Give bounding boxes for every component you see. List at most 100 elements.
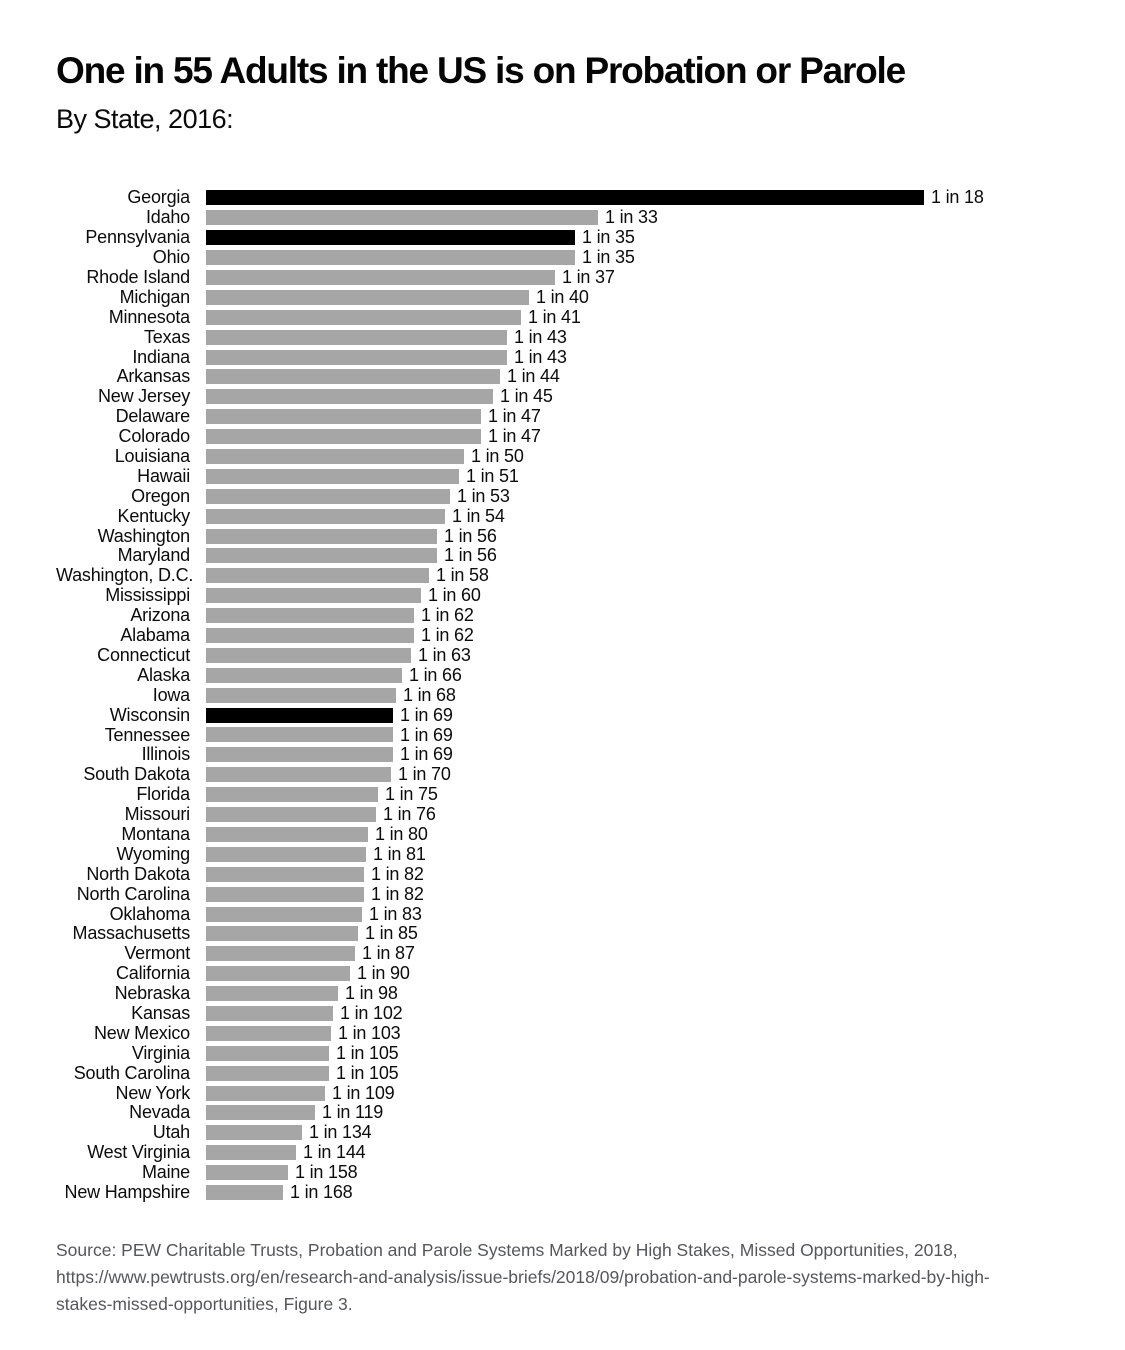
state-label: West Virginia [87,1142,190,1163]
state-label: Minnesota [108,306,190,327]
state-label: South Carolina [73,1062,190,1083]
state-label: Georgia [127,187,190,208]
chart-row: West Virginia 1 in 144 [56,1142,1096,1163]
chart-row: Texas 1 in 43 [56,327,1096,347]
chart-row: Arizona 1 in 62 [56,605,1096,626]
value-label: 1 in 85 [365,923,418,944]
state-label: Maryland [117,545,191,566]
value-label: 1 in 158 [295,1162,358,1183]
state-label: New Jersey [97,386,190,407]
bar [206,1145,296,1161]
state-label: South Dakota [83,764,190,785]
source-note: Source: PEW Charitable Trusts, Probation… [56,1237,1086,1318]
value-label: 1 in 62 [421,605,474,626]
source-line: stakes-missed-opportunities, Figure 3. [56,1293,353,1314]
chart-row: Alaska 1 in 66 [56,665,1096,685]
bar [206,667,402,683]
bar [206,966,350,982]
chart-row: South Carolina 1 in 105 [56,1063,1096,1083]
bar [206,1025,331,1041]
state-label: New Hampshire [64,1181,191,1202]
bar [206,588,421,604]
bar [206,946,355,962]
state-label: Nevada [129,1102,190,1123]
state-label: Montana [121,823,190,844]
chart-row: Utah 1 in 134 [56,1122,1096,1143]
state-label: Louisiana [114,446,190,467]
value-label: 1 in 47 [488,406,541,427]
chart-row: Colorado 1 in 47 [56,426,1096,447]
value-label: 1 in 83 [369,903,422,924]
value-label: 1 in 98 [345,983,398,1004]
state-label: Idaho [145,207,190,228]
source-line: https://www.pewtrusts.org/en/research-an… [56,1266,990,1287]
bar [206,468,459,484]
state-label: Alabama [120,625,190,646]
bar [206,1045,329,1061]
bar [206,309,521,325]
chart-row: Mississippi 1 in 60 [56,585,1096,606]
chart-row: Minnesota 1 in 41 [56,307,1096,327]
value-label: 1 in 60 [428,585,481,606]
state-label: Kansas [131,1002,190,1023]
value-label: 1 in 50 [471,446,524,467]
value-label: 1 in 76 [383,804,436,825]
bar [206,508,445,524]
chart-row: Connecticut 1 in 63 [56,645,1096,665]
bar [206,707,393,723]
chart-row: Wisconsin 1 in 69 [56,705,1096,725]
value-label: 1 in 47 [488,426,541,447]
bar [206,687,396,703]
value-label: 1 in 68 [403,684,456,705]
chart-row: Vermont 1 in 87 [56,943,1096,964]
bar [206,628,414,644]
chart-row: Nevada 1 in 119 [56,1102,1096,1123]
bar [206,1065,329,1081]
bar [206,608,414,624]
chart-row: Alabama 1 in 62 [56,625,1096,646]
bar [206,488,450,504]
bar [206,1085,325,1101]
value-label: 1 in 54 [452,505,505,526]
state-label: Delaware [115,406,191,427]
value-label: 1 in 56 [444,545,497,566]
state-label: Michigan [119,286,191,307]
bar [206,647,411,663]
bar [206,846,366,862]
chart-row: Louisiana 1 in 50 [56,446,1096,467]
state-label: Arizona [130,605,190,626]
bar [206,528,437,544]
state-label: New Mexico [93,1022,190,1043]
bar [206,270,555,285]
value-label: 1 in 75 [385,784,438,805]
bar [206,1184,283,1200]
value-label: 1 in 43 [514,326,567,347]
chart-row: Hawaii 1 in 51 [56,466,1096,486]
state-label: Wyoming [116,843,191,864]
value-label: 1 in 109 [332,1082,395,1103]
chart-row: Iowa 1 in 68 [56,685,1096,705]
chart-row: Arkansas 1 in 44 [56,366,1096,387]
chart-row: New Hampshire 1 in 168 [56,1181,1096,1203]
chart-row: Wyoming 1 in 81 [56,844,1096,864]
chart-row: Montana 1 in 80 [56,823,1096,845]
value-label: 1 in 82 [371,863,424,884]
chart-row: Maine 1 in 158 [56,1162,1096,1183]
chart-row: Indiana 1 in 43 [56,347,1096,367]
state-label: California [115,963,190,984]
chart-row: New Jersey 1 in 45 [56,386,1096,407]
chart-row: Virginia 1 in 105 [56,1043,1096,1063]
value-label: 1 in 105 [336,1042,399,1063]
chart-row: Nebraska 1 in 98 [56,983,1096,1004]
value-label: 1 in 69 [400,744,453,765]
bar [206,568,429,584]
value-label: 1 in 69 [400,724,453,745]
state-label: Colorado [118,426,191,447]
chart-row: Illinois 1 in 69 [56,744,1096,765]
chart-row: Tennessee 1 in 69 [56,725,1096,745]
value-label: 1 in 81 [373,843,426,864]
chart-row: Georgia 1 in 18 [56,187,1096,208]
value-label: 1 in 80 [375,823,428,844]
bar [206,230,575,246]
value-label: 1 in 66 [409,664,462,685]
